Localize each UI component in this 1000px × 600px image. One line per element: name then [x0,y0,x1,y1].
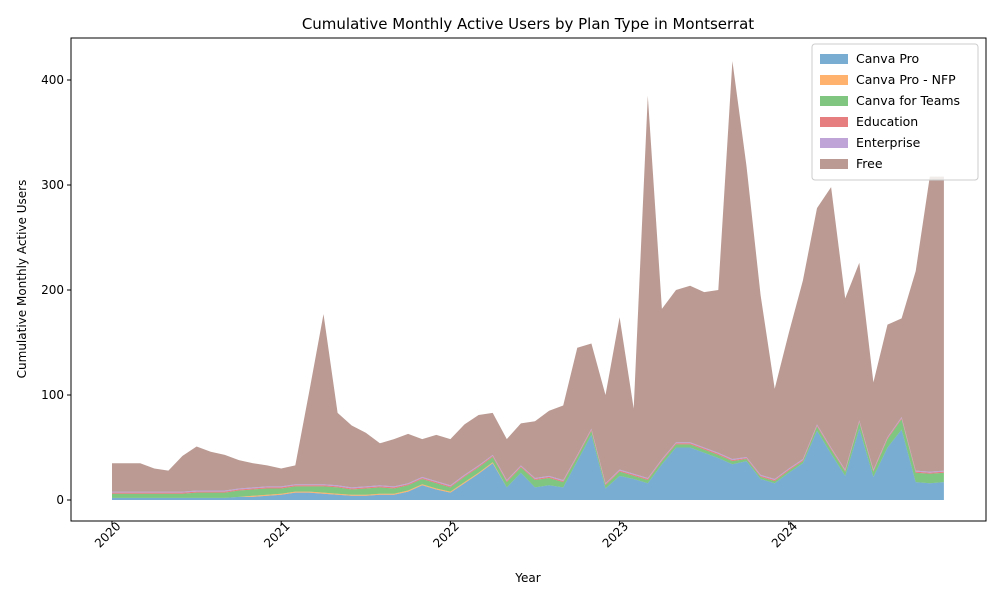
y-tick-label: 400 [41,73,64,87]
legend-swatch [820,96,848,106]
legend-swatch [820,159,848,169]
legend-label: Canva Pro - NFP [856,72,956,87]
legend-swatch [820,54,848,64]
area-series-free [112,61,944,492]
legend-swatch [820,117,848,127]
plot-frame [70,37,987,522]
legend-label: Free [856,156,883,171]
legend-label: Canva Pro [856,51,919,66]
y-axis-ticks: 0 100 200 300 400 [41,73,71,507]
y-tick-label: 300 [41,178,64,192]
chart-title: Cumulative Monthly Active Users by Plan … [302,15,754,33]
y-tick-label: 100 [41,388,64,402]
x-axis-label: Year [514,571,540,585]
series-areas [112,61,944,500]
area-series-canva-pro [112,428,944,500]
legend-frame [811,43,979,181]
legend-swatch [820,75,848,85]
y-tick-label: 0 [56,493,64,507]
legend-label: Canva for Teams [856,93,960,108]
y-tick-label: 200 [41,283,64,297]
legend-swatch [820,138,848,148]
legend: Canva Pro Canva Pro - NFP Canva for Teams E… [811,43,979,181]
y-axis-label: Cumulative Monthly Active Users [15,180,29,379]
legend-label: Education [856,114,918,129]
legend-label: Enterprise [856,135,921,150]
